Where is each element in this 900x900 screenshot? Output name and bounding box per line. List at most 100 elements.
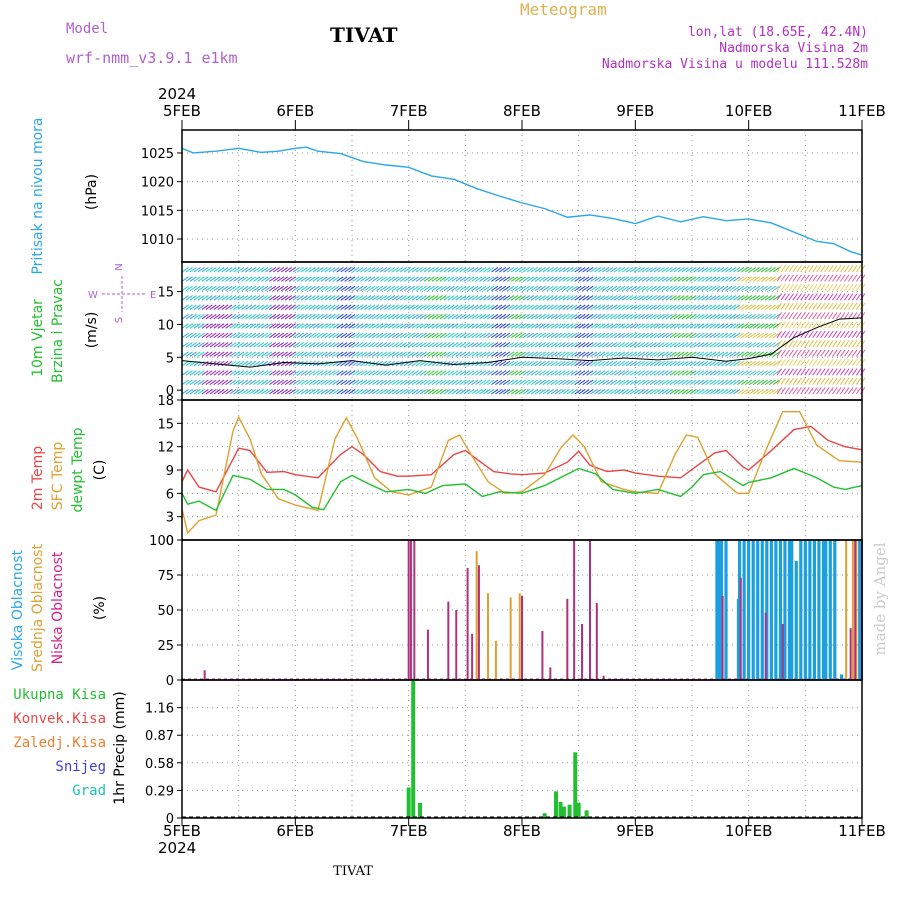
wind-barb xyxy=(637,276,646,282)
wind-barb xyxy=(558,342,566,348)
cloud-bar xyxy=(747,540,751,680)
wind-barb xyxy=(641,304,649,310)
wind-barb xyxy=(376,276,384,282)
wind-barb xyxy=(733,276,741,282)
y-tick-label: 100 xyxy=(149,534,174,549)
wind-barb xyxy=(855,330,862,338)
wind-barb xyxy=(701,370,709,376)
wind-barb xyxy=(522,342,530,348)
wind-barb xyxy=(510,276,519,282)
wind-barb xyxy=(197,285,205,292)
wind-barb xyxy=(764,285,772,292)
wind-barb xyxy=(503,351,511,357)
wind-barb xyxy=(237,285,245,292)
wind-barb xyxy=(780,349,786,357)
wind-barb xyxy=(518,267,527,273)
wind-barb xyxy=(257,285,265,292)
wind-barb xyxy=(280,360,289,367)
cloud-bar xyxy=(799,540,803,680)
wind-barb xyxy=(304,313,312,320)
wind-barb xyxy=(550,332,558,339)
wind-barb xyxy=(265,295,273,301)
wind-barb xyxy=(201,360,209,367)
wind-barb xyxy=(756,267,765,273)
wind-barb xyxy=(578,304,586,310)
wind-barb xyxy=(562,351,570,357)
wind-barb xyxy=(776,377,782,385)
wind-barb xyxy=(824,340,830,348)
wind-barb xyxy=(725,267,733,273)
wind-barb xyxy=(495,267,503,273)
wind-barb xyxy=(816,265,822,273)
wind-barb xyxy=(253,360,261,367)
wind-barb xyxy=(594,360,602,367)
wind-barb xyxy=(784,368,790,376)
wind-barb xyxy=(506,332,515,339)
wind-barb xyxy=(276,332,285,339)
wind-barb xyxy=(788,387,794,395)
wind-barb xyxy=(526,332,534,339)
wind-barb xyxy=(395,370,404,376)
wind-barb xyxy=(737,285,745,292)
wind-barb xyxy=(840,349,846,357)
wind-barb xyxy=(201,295,209,301)
wind-barb xyxy=(828,340,834,348)
wind-barb xyxy=(499,323,507,329)
wind-barb xyxy=(594,304,602,310)
wind-barb xyxy=(284,370,292,376)
wind-barb xyxy=(518,389,527,395)
y-tick-label: 0.87 xyxy=(145,729,174,744)
wind-barb xyxy=(685,295,693,301)
cloud-bar xyxy=(794,561,798,680)
wind-barb xyxy=(257,342,265,348)
wind-barb xyxy=(213,370,221,376)
wind-barb xyxy=(522,276,530,282)
cloud-bar xyxy=(769,540,773,680)
wind-barb xyxy=(189,351,197,357)
wind-barb xyxy=(352,304,360,310)
wind-barb xyxy=(574,323,582,329)
wind-barb xyxy=(380,267,388,273)
wind-barb xyxy=(185,304,193,310)
wind-barb xyxy=(653,379,661,386)
wind-barb xyxy=(756,342,765,348)
wind-barb xyxy=(411,304,419,310)
wind-barb xyxy=(340,389,348,395)
wind-barb xyxy=(376,351,384,357)
wind-barb xyxy=(851,312,858,320)
wind-barb xyxy=(221,342,229,348)
wind-barb xyxy=(697,379,705,386)
wind-barb xyxy=(566,285,574,292)
wind-barb xyxy=(614,285,622,292)
wind-barb xyxy=(276,304,285,310)
wind-barb xyxy=(562,304,570,310)
wind-barb xyxy=(423,295,431,301)
wind-barb xyxy=(847,265,854,273)
wind-barb xyxy=(479,313,487,320)
wind-barb xyxy=(332,323,340,329)
wind-barb xyxy=(487,304,495,310)
wind-barb xyxy=(847,330,854,338)
wind-barb xyxy=(550,304,558,310)
wind-barb xyxy=(245,389,253,395)
wind-barb xyxy=(344,295,352,301)
wind-barb xyxy=(713,379,721,386)
wind-barb xyxy=(629,370,638,376)
wind-barb xyxy=(772,342,780,348)
wind-barb xyxy=(705,342,713,348)
wind-barb xyxy=(820,368,826,376)
wind-barb xyxy=(752,389,761,395)
wind-barb xyxy=(717,389,725,395)
wind-barb xyxy=(368,342,376,348)
wind-barb xyxy=(205,295,213,301)
wind-barb xyxy=(578,313,586,320)
wind-barb xyxy=(697,332,705,339)
wind-barb xyxy=(641,285,649,292)
wind-barb xyxy=(249,276,257,282)
wind-barb xyxy=(503,360,511,367)
wind-barb xyxy=(756,332,765,339)
wind-barb xyxy=(546,389,554,395)
wind-barb xyxy=(804,368,810,376)
wind-barb xyxy=(768,332,776,339)
wind-barb xyxy=(471,351,479,357)
